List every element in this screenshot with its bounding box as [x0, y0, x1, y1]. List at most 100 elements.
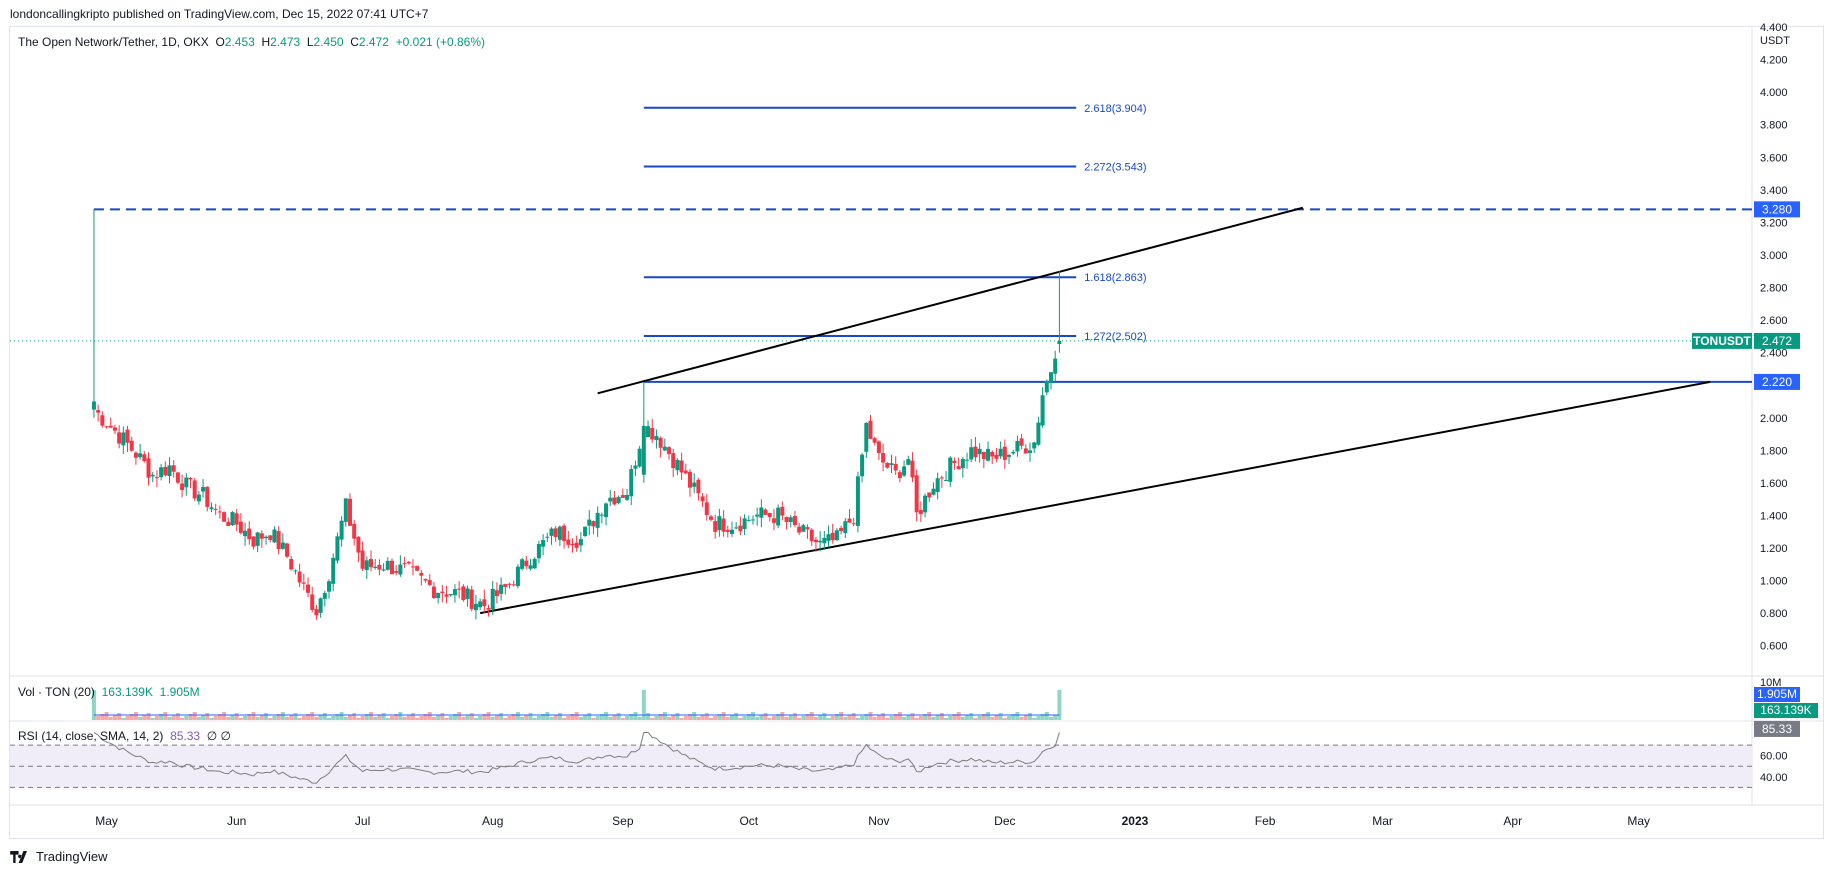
y-tick-label: 1.400 [1760, 510, 1788, 522]
volume-bar [306, 714, 311, 720]
volume-bar [604, 712, 609, 720]
x-tick-label: Sep [612, 814, 634, 828]
volume-bar [490, 717, 495, 720]
volume-bar [977, 716, 982, 720]
candle-body [1049, 372, 1054, 383]
candle-body [990, 452, 995, 457]
fib-level-label: 2.272(3.543) [1084, 162, 1146, 174]
volume-bar [209, 718, 214, 720]
candle-body [780, 506, 785, 516]
volume-bar [104, 712, 109, 720]
candle-body [238, 521, 243, 533]
y-tick-label: 2.000 [1760, 413, 1788, 425]
candle-body [436, 592, 441, 599]
volume-bar [112, 715, 117, 720]
candle-body [423, 578, 428, 581]
volume-bar [528, 713, 533, 720]
y-tick-label: 4.000 [1760, 87, 1788, 99]
volume-bar [927, 712, 932, 720]
candle-body [331, 557, 336, 584]
y-tick-label: 3.400 [1760, 185, 1788, 197]
volume-bar [452, 714, 457, 720]
volume-bar [549, 717, 554, 720]
candle-body [906, 459, 911, 465]
candle-body [1011, 451, 1016, 454]
candle-body [138, 453, 143, 458]
low-label: L [306, 35, 314, 49]
volume-bar [175, 713, 180, 720]
candle-body [939, 477, 944, 479]
volume-bar [222, 712, 227, 720]
candle-body [763, 509, 768, 515]
volume-bar [885, 718, 890, 720]
fib-level-label: 1.272(2.502) [1084, 331, 1146, 343]
candle-body [969, 447, 974, 460]
candle-body [280, 542, 285, 549]
volume-bar [343, 717, 348, 720]
volume-bar [578, 717, 583, 720]
rsi-value-tag [1754, 720, 1800, 737]
level-price-tag [1754, 201, 1800, 218]
candle-body [167, 465, 172, 477]
volume-bar [906, 715, 911, 720]
candle-body [885, 462, 890, 468]
volume-bar [364, 714, 369, 720]
candle-body [1036, 422, 1041, 445]
volume-bar [415, 718, 420, 720]
candle-body [729, 529, 734, 535]
volume-bar [944, 718, 949, 720]
last-price-tag [1754, 332, 1800, 349]
candle-body [175, 472, 180, 483]
volume-bar [746, 714, 751, 720]
volume-bar [713, 716, 718, 720]
candle-body [259, 533, 264, 539]
close-value: 2.472 [358, 35, 389, 49]
volume-bar [217, 714, 222, 720]
volume-bar [331, 716, 336, 720]
candle-body [633, 465, 638, 469]
volume-bar [247, 714, 252, 720]
volume-legend: Vol · TON (20) 163.139K 1.905M [18, 685, 200, 699]
volume-bar [826, 718, 831, 720]
volume-bar [327, 718, 332, 720]
volume-bar [146, 713, 151, 720]
candle-body [646, 426, 651, 438]
rsi-line [93, 731, 1060, 784]
candle-body [1007, 454, 1012, 457]
volume-bar [767, 718, 772, 720]
candle-body [310, 594, 315, 610]
candle-body [213, 508, 218, 510]
candle-body [352, 523, 357, 539]
candle-body [171, 465, 176, 472]
y-tick-label: 0.600 [1760, 641, 1788, 653]
candle-body [897, 472, 902, 479]
candle-body [444, 594, 449, 597]
volume-bar [352, 713, 357, 720]
volume-bar [243, 716, 248, 720]
main-legend: The Open Network/Tether, 1D, OKX O2.453 … [18, 35, 485, 49]
x-tick-label: Aug [482, 814, 503, 828]
volume-bar [881, 713, 886, 720]
candle-body [230, 512, 235, 526]
volume-bar [1015, 712, 1020, 720]
volume-bar [184, 716, 189, 720]
volume-bar [201, 715, 206, 720]
volume-bar [675, 713, 680, 720]
volume-bar [125, 716, 130, 720]
candle-body [960, 458, 965, 469]
footer-brand[interactable]: TradingView [10, 849, 108, 864]
candle-body [112, 427, 117, 431]
volume-bar [402, 717, 407, 720]
volume-bar [440, 713, 445, 720]
volume-bar [851, 713, 856, 720]
volume-bar [100, 714, 105, 720]
trendline [479, 380, 1711, 615]
candle-body [734, 527, 739, 529]
candle-body [243, 530, 248, 537]
volume-bar [545, 712, 550, 720]
candle-body [851, 523, 856, 525]
candle-body [457, 588, 462, 590]
volume-bar [918, 716, 923, 720]
candle-body [977, 448, 982, 455]
